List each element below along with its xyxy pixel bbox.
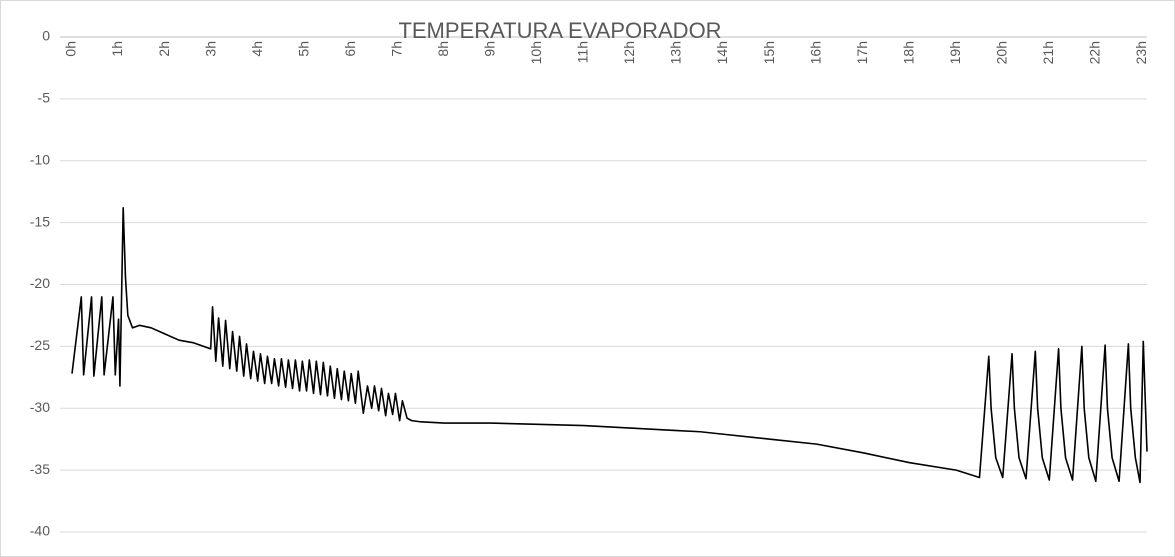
x-tick-label: 18h <box>900 41 916 64</box>
x-tick-label: 9h <box>482 41 498 57</box>
x-tick-label: 10h <box>528 41 544 64</box>
x-tick-label: 21h <box>1040 41 1056 64</box>
x-tick-label: 20h <box>993 41 1009 64</box>
x-tick-label: 16h <box>807 41 823 64</box>
x-tick-label: 22h <box>1087 41 1103 64</box>
data-line <box>71 206 1148 484</box>
y-tick-label: -30 <box>30 399 50 415</box>
x-tick-label: 1h <box>109 41 125 57</box>
y-tick-label: -10 <box>30 151 50 167</box>
x-tick-label: 12h <box>621 41 637 64</box>
x-tick-label: 14h <box>714 41 730 64</box>
x-tick-label: 15h <box>761 41 777 64</box>
x-tick-label: 2h <box>156 41 172 57</box>
x-tick-label: 7h <box>388 41 404 57</box>
x-tick-label: 3h <box>202 41 218 57</box>
y-tick-label: -40 <box>30 523 50 539</box>
x-tick-label: 0h <box>63 41 79 57</box>
chart-title: TEMPERATURA EVAPORADOR <box>398 18 721 43</box>
x-tick-label: 4h <box>249 41 265 57</box>
x-tick-label: 5h <box>295 41 311 57</box>
y-tick-label: -15 <box>30 213 50 229</box>
x-tick-label: 17h <box>854 41 870 64</box>
y-tick-label: -35 <box>30 461 50 477</box>
y-tick-label: -5 <box>38 90 51 106</box>
x-tick-label: 13h <box>668 41 684 64</box>
y-tick-label: 0 <box>42 28 50 44</box>
y-tick-label: -20 <box>30 275 50 291</box>
x-tick-label: 11h <box>575 41 591 63</box>
x-tick-label: 19h <box>947 41 963 64</box>
x-tick-label: 8h <box>435 41 451 57</box>
x-tick-label: 23h <box>1133 41 1149 64</box>
x-tick-label: 6h <box>342 41 358 57</box>
y-tick-label: -25 <box>30 337 50 353</box>
